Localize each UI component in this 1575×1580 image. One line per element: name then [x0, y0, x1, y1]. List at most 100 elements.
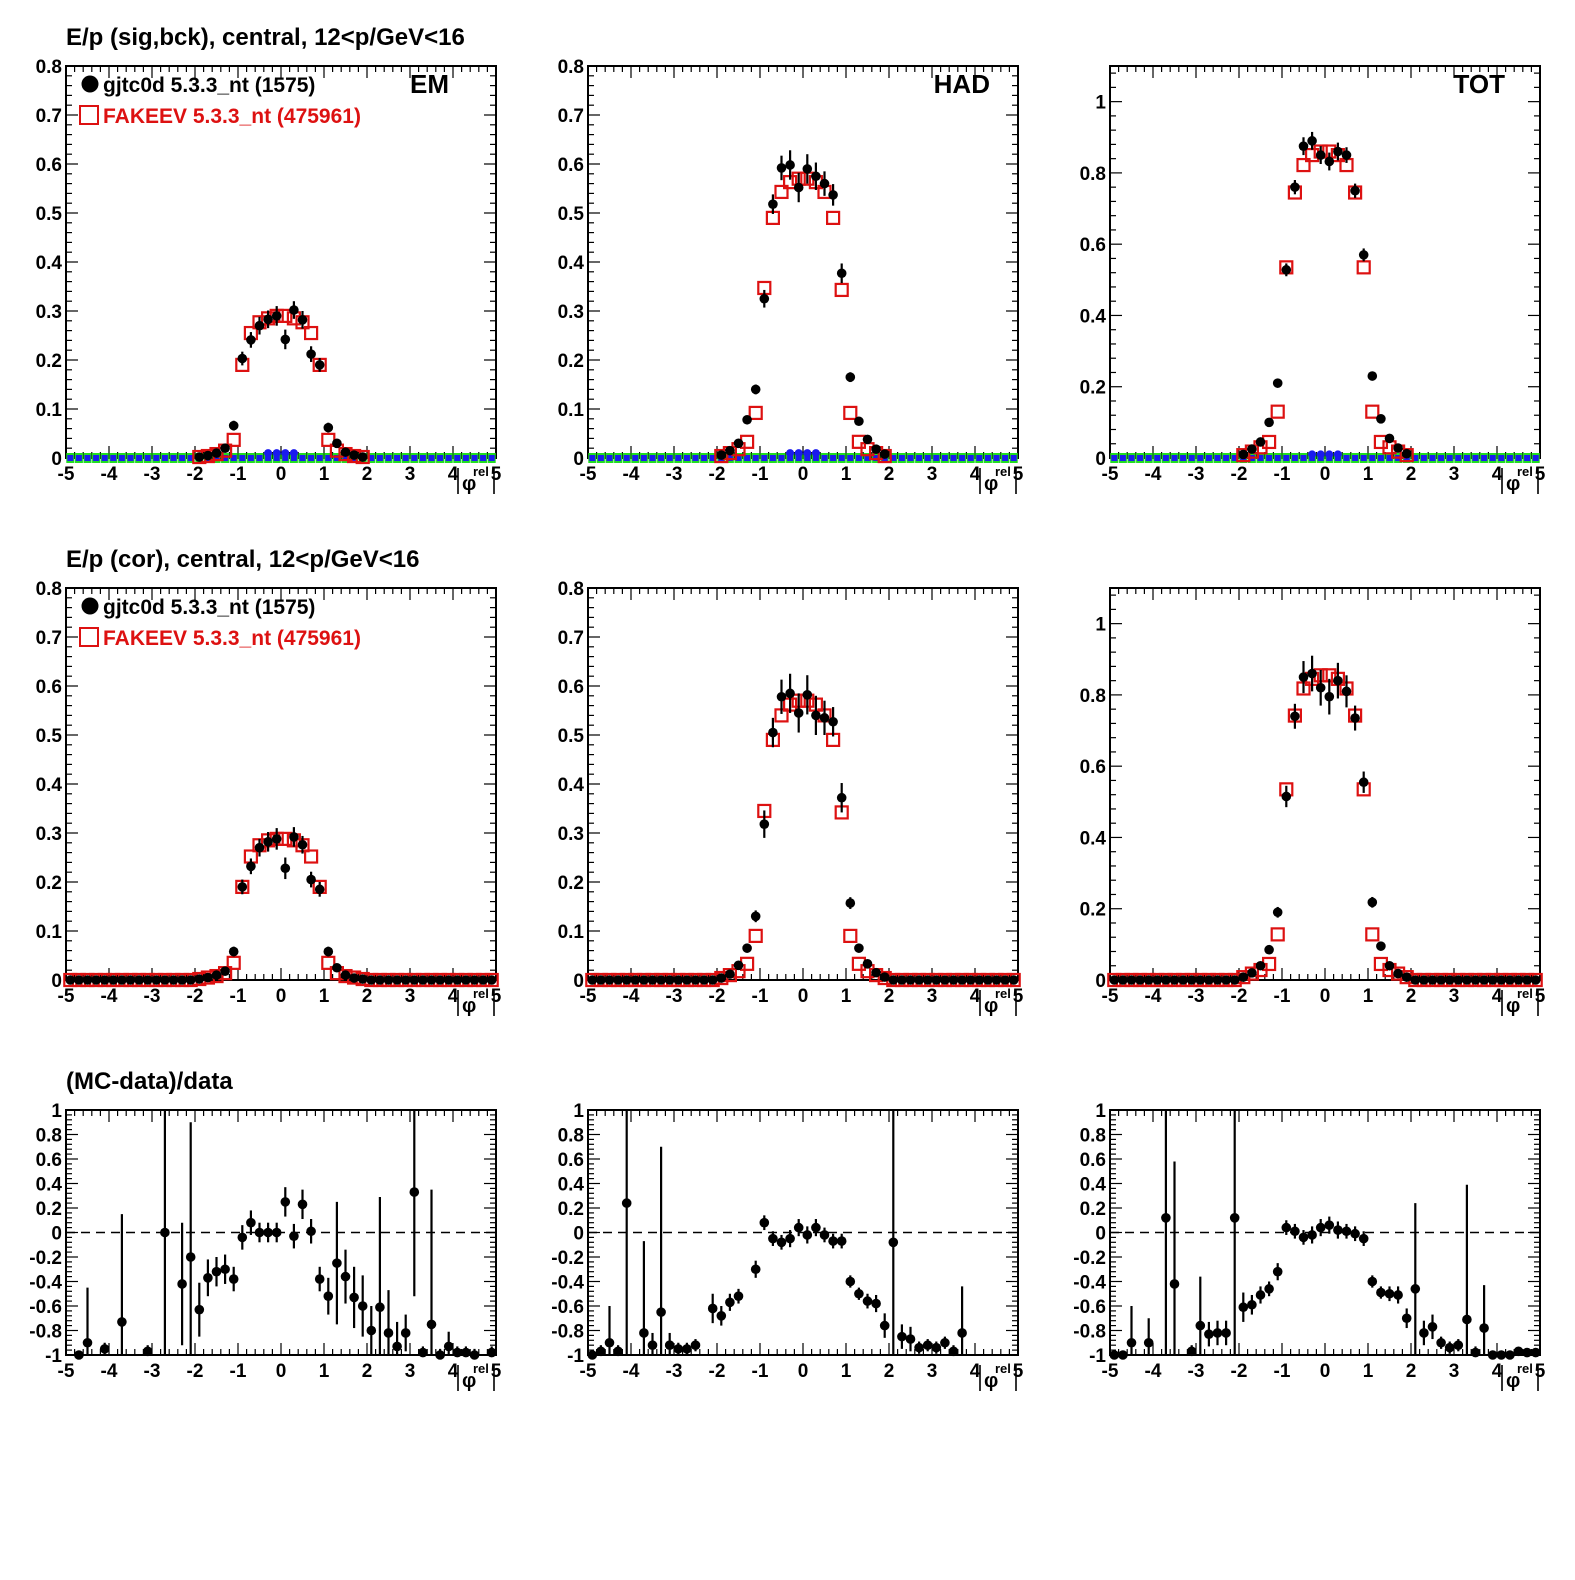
- y-tick-label: 1: [1095, 93, 1106, 114]
- band-marker-blue: [993, 455, 1000, 461]
- band-marker-blue: [1506, 455, 1513, 461]
- x-tick-label: 5: [1535, 986, 1546, 1007]
- data-point: [1462, 975, 1472, 985]
- data-point: [74, 1350, 84, 1360]
- band-marker-blue: [101, 455, 108, 461]
- band-marker-blue: [1214, 455, 1221, 461]
- axis-label-rel: rel: [995, 986, 1011, 1001]
- band-marker-blue: [179, 455, 186, 461]
- x-tick-label: 0: [1320, 464, 1331, 485]
- data-point: [1212, 1328, 1223, 1338]
- data-point: [1333, 1225, 1343, 1235]
- data-point: [802, 164, 813, 174]
- y-tick-label: 1: [573, 1101, 584, 1122]
- data-point: [879, 449, 890, 459]
- data-point: [211, 1266, 222, 1277]
- y-tick-label: 0.3: [36, 302, 62, 323]
- data-point: [1298, 672, 1309, 682]
- band-marker-blue: [333, 455, 340, 461]
- x-tick-label: -4: [101, 986, 118, 1007]
- y-tick-label: 0.8: [1080, 1126, 1106, 1147]
- y-tick-label: 0.6: [36, 155, 62, 176]
- data-point: [280, 1197, 291, 1207]
- background-bands: [1110, 450, 1540, 463]
- y-tick-label: 0.5: [36, 204, 63, 225]
- y-tick-label: 0: [573, 449, 584, 470]
- y-tick-label: -1: [567, 1346, 584, 1367]
- y-tick-label: 0.6: [1080, 1150, 1106, 1171]
- y-tick-label: 0.8: [36, 1126, 62, 1147]
- data-point: [1505, 975, 1515, 985]
- data-point: [323, 946, 334, 957]
- x-tick-label: -5: [1102, 1361, 1119, 1382]
- data-point: [289, 832, 299, 842]
- band-marker-blue: [299, 455, 306, 461]
- data-point: [742, 943, 752, 953]
- mc-point: [748, 405, 763, 421]
- band-peak-blue: [1333, 450, 1342, 459]
- data-point: [332, 438, 342, 449]
- band-marker-blue: [761, 455, 768, 461]
- data-point: [1195, 1320, 1206, 1331]
- band-marker-blue: [649, 455, 656, 461]
- y-tick-label: 0.2: [1080, 1199, 1106, 1220]
- band-marker-blue: [1188, 455, 1195, 461]
- band-marker-blue: [1010, 455, 1017, 461]
- data-point: [750, 1264, 761, 1275]
- x-tick-label: 4: [1492, 464, 1503, 485]
- data-point: [845, 898, 856, 908]
- band-marker-blue: [1162, 455, 1169, 461]
- mc-point: [714, 448, 729, 464]
- y-tick-label: 0.7: [36, 106, 62, 127]
- band-peak-blue: [811, 449, 820, 458]
- y-tick-label: 0: [51, 1224, 62, 1245]
- data-point: [469, 975, 480, 985]
- axis-label-rel: rel: [1517, 1361, 1533, 1376]
- x-tick-label: 5: [1535, 464, 1546, 485]
- legend-label-data: gjtc0d 5.3.3_nt (1575): [103, 596, 315, 619]
- data-point: [1401, 1313, 1412, 1324]
- data-point: [854, 416, 864, 427]
- data-point: [1444, 1342, 1455, 1353]
- data-point: [1350, 185, 1360, 196]
- data-point: [340, 447, 351, 457]
- data-point: [776, 163, 787, 173]
- x-tick-label: -4: [1145, 1361, 1162, 1382]
- data-point: [237, 1232, 248, 1243]
- band-marker-blue: [709, 455, 716, 461]
- band-marker-blue: [692, 455, 699, 461]
- band-marker-blue: [1205, 455, 1212, 461]
- data-point: [802, 690, 813, 700]
- band-marker-blue: [916, 455, 923, 461]
- data-point: [443, 975, 454, 985]
- data-point: [1255, 437, 1266, 447]
- panel-label-em: EM: [410, 69, 449, 99]
- mc-point: [843, 405, 858, 421]
- band-marker-blue: [821, 455, 828, 461]
- band-peak-blue: [1316, 450, 1325, 459]
- data-point: [1161, 975, 1171, 985]
- data-point: [443, 1341, 454, 1352]
- data-point: [254, 1227, 265, 1238]
- data-point: [1169, 1279, 1180, 1289]
- data-point: [1247, 1299, 1257, 1310]
- band-marker-blue: [187, 455, 194, 461]
- data-point: [383, 975, 394, 985]
- data-point: [1118, 975, 1128, 985]
- x-tick-label: 4: [448, 1361, 459, 1382]
- data-point: [426, 975, 437, 985]
- data-point: [776, 691, 787, 702]
- data-point: [392, 975, 402, 985]
- x-tick-label: 4: [448, 986, 459, 1007]
- band-marker-blue: [1446, 455, 1453, 461]
- band-marker-blue: [950, 455, 957, 461]
- y-tick-label: 0.2: [36, 1199, 62, 1220]
- data-point: [271, 311, 282, 321]
- data-point: [785, 1233, 795, 1244]
- band-marker-blue: [890, 455, 897, 461]
- data-point: [1376, 414, 1386, 424]
- mc-point: [321, 955, 336, 970]
